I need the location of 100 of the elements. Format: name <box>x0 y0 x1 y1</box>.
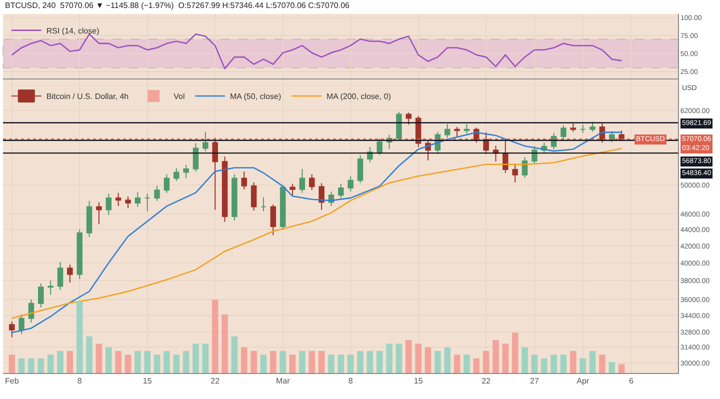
x-tick-label: 15 <box>414 376 424 386</box>
candlestick <box>290 183 296 196</box>
x-tick-label: 27 <box>530 376 540 386</box>
legend-label: MA (200, close, 0) <box>326 92 392 102</box>
x-tick-label: 22 <box>482 376 492 386</box>
candlestick <box>96 202 102 225</box>
bar <box>115 351 122 373</box>
bar <box>618 364 625 373</box>
candlestick <box>192 142 199 172</box>
bar <box>212 300 218 373</box>
candlestick <box>67 264 73 284</box>
candlestick <box>464 124 470 134</box>
bar <box>134 351 141 373</box>
bar <box>454 354 460 373</box>
bar <box>482 351 490 373</box>
candlestick <box>76 229 82 280</box>
candlestick <box>357 154 364 184</box>
bar <box>608 362 616 373</box>
bar <box>76 301 83 373</box>
candlestick <box>570 122 576 132</box>
candlestick <box>86 200 92 238</box>
candlestick <box>222 156 228 222</box>
bar <box>492 340 499 373</box>
bar <box>299 351 306 373</box>
bar <box>531 354 538 373</box>
candlestick <box>338 183 344 198</box>
candlestick <box>106 193 112 216</box>
candlestick <box>154 185 160 202</box>
bar <box>522 347 528 373</box>
bar <box>96 344 102 373</box>
candlestick <box>183 164 189 179</box>
candlestick <box>348 176 354 192</box>
bar <box>580 358 586 373</box>
candlestick <box>202 131 208 152</box>
bar <box>396 344 402 373</box>
bar <box>222 314 228 373</box>
bar <box>338 354 344 373</box>
bar <box>18 358 25 373</box>
bar <box>502 344 509 373</box>
bar <box>173 354 180 373</box>
bar <box>318 351 325 373</box>
bar <box>406 340 412 373</box>
candlestick <box>144 193 150 212</box>
legend-label: Vol <box>174 92 185 102</box>
bar <box>260 354 267 373</box>
bar <box>424 347 432 373</box>
bar <box>280 351 286 373</box>
candlestick <box>260 196 266 212</box>
candlestick <box>115 192 122 206</box>
x-tick-label: 22 <box>210 376 220 386</box>
candlestick <box>9 320 15 338</box>
candlestick <box>454 126 460 138</box>
candlestick <box>134 192 141 208</box>
bar <box>550 354 557 373</box>
candlestick <box>318 182 324 210</box>
bar <box>473 358 480 373</box>
bar <box>28 358 34 373</box>
bar <box>434 351 441 373</box>
candlestick <box>396 111 402 142</box>
bar <box>124 354 132 373</box>
bar <box>570 351 576 373</box>
candlestick <box>270 204 276 236</box>
bar <box>47 354 54 373</box>
bar <box>308 351 316 373</box>
x-tick-label: 15 <box>142 376 152 386</box>
bar <box>540 358 548 373</box>
candlestick <box>125 196 131 209</box>
legend-label: Bitcoin / U.S. Dollar, 4h <box>46 92 129 102</box>
bar <box>38 358 44 373</box>
x-tick-label: 8 <box>77 376 82 386</box>
bar <box>589 351 596 373</box>
bar <box>106 347 112 373</box>
candlestick <box>376 138 382 156</box>
bar <box>231 336 238 373</box>
candlestick <box>280 184 286 230</box>
candlestick <box>57 261 64 290</box>
candlestick <box>590 121 596 132</box>
candlestick <box>532 146 538 164</box>
candlestick <box>502 139 508 174</box>
x-tick-label: 6 <box>629 376 634 386</box>
bar <box>192 344 199 373</box>
bar <box>182 351 190 373</box>
bar <box>512 332 518 373</box>
bar <box>444 347 450 373</box>
bar <box>144 351 150 373</box>
bar <box>202 344 209 373</box>
candlestick <box>512 164 518 183</box>
bar <box>599 354 606 373</box>
candlestick <box>580 124 586 134</box>
bar <box>289 354 296 373</box>
chart-title: BTCUSD, 240 57070.06 ▼ −1145.88 (−1.97%) O:57267.99 H:57346.44 L:57070.06 C:57070.06 <box>5 1 350 10</box>
legend-label: MA (50, close) <box>230 92 282 102</box>
bar <box>250 351 257 373</box>
candlestick <box>232 174 238 221</box>
bar <box>415 344 422 373</box>
x-tick-label: 8 <box>348 376 354 386</box>
candlestick <box>299 168 306 194</box>
bar <box>154 354 160 373</box>
candlestick <box>164 174 170 194</box>
candlestick <box>250 182 257 211</box>
